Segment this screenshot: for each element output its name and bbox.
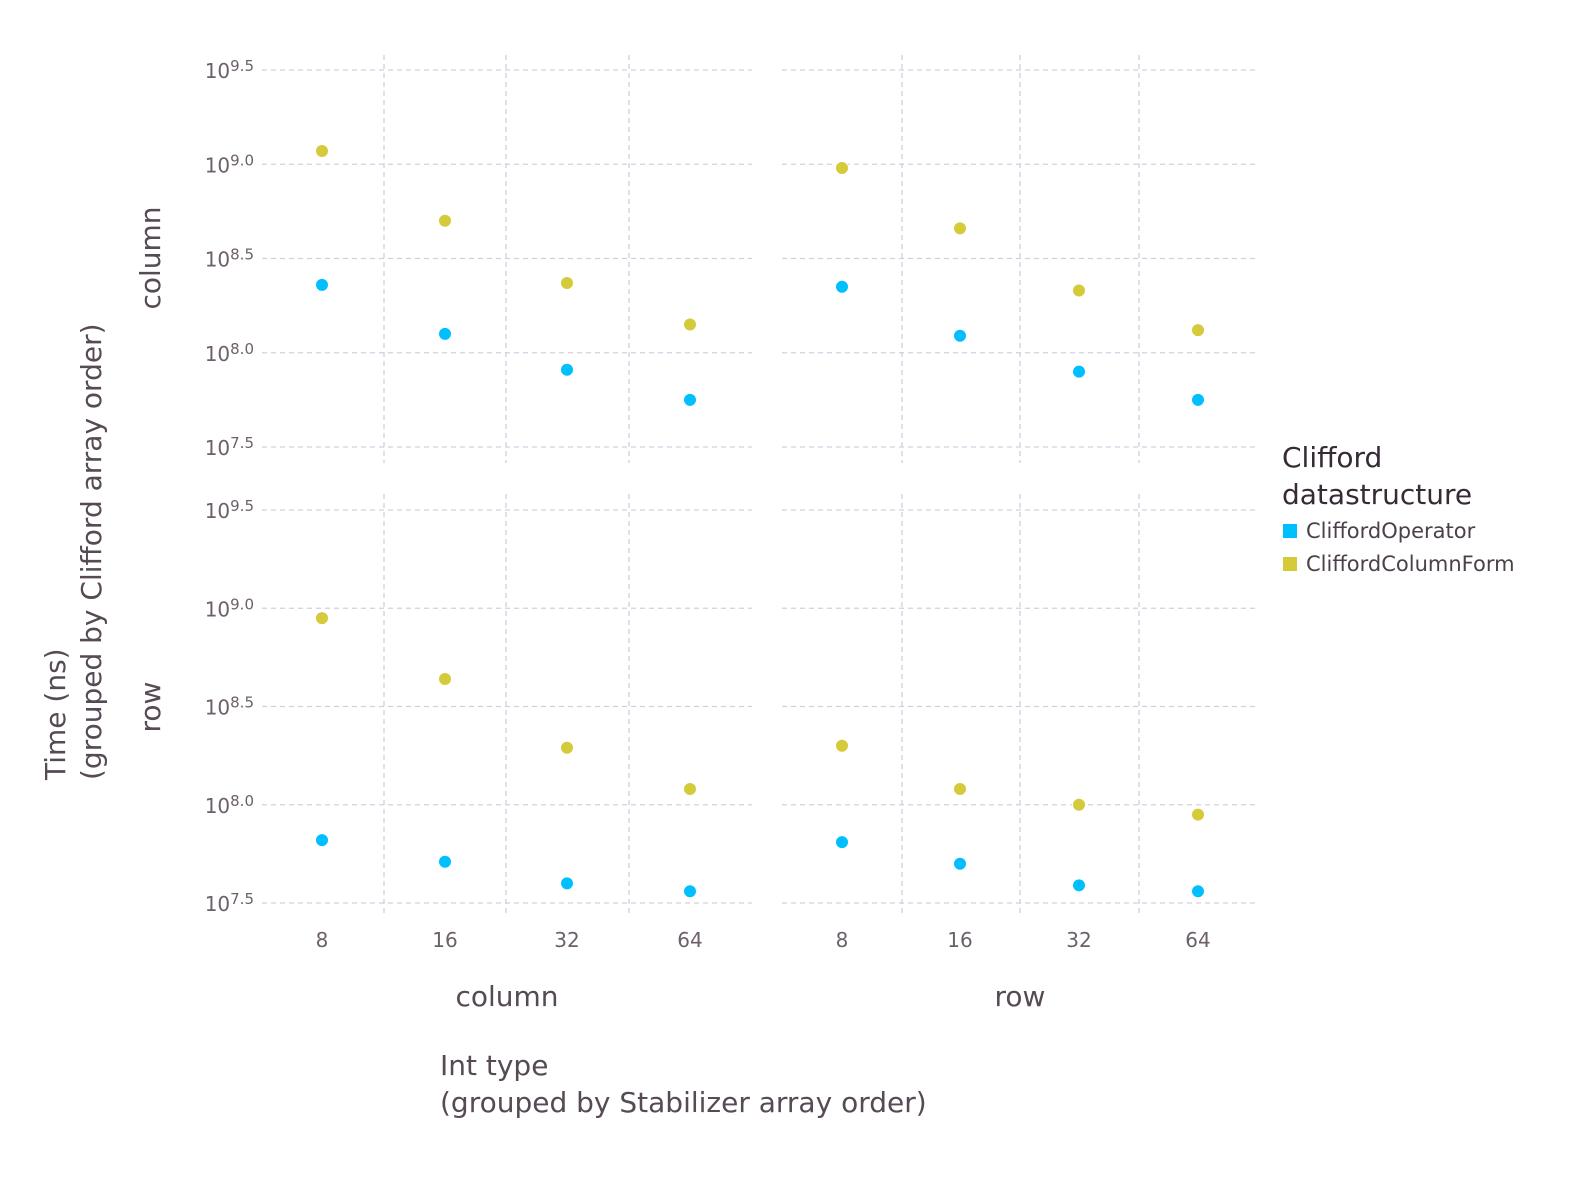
point-cliffordcolumnform-64 — [683, 782, 697, 797]
y-tick-label: 107.5 — [205, 890, 254, 916]
point-cliffordcolumnform-8 — [835, 161, 849, 176]
point-cliffordoperator-16 — [953, 328, 967, 343]
x-tick-label: 64 — [1185, 928, 1210, 952]
point-cliffordoperator-32 — [560, 876, 574, 891]
point-cliffordcolumnform-8 — [835, 738, 849, 753]
column-facet-label-0: column — [455, 980, 558, 1013]
point-cliffordoperator-16 — [953, 856, 967, 871]
x-axis-title-line2: (grouped by Stabilizer array order) — [440, 1086, 927, 1119]
row-facet-label-0: column — [134, 206, 167, 309]
chart-panels: 107.5 108.0 108.5 109.0 109.5 107.5 108.0 108.5… — [205, 55, 1258, 952]
point-cliffordoperator-32 — [1072, 364, 1086, 379]
column-facet-label-1: row — [995, 980, 1046, 1013]
point-cliffordoperator-8 — [315, 277, 329, 292]
x-tick-label: 32 — [554, 928, 579, 952]
legend-swatch-clifford-column-form — [1283, 557, 1297, 571]
y-tick-label: 108.5 — [205, 694, 254, 720]
point-cliffordcolumnform-64 — [1191, 807, 1205, 822]
point-cliffordcolumnform-8 — [315, 144, 329, 159]
panel-grid-r0-c1 — [782, 55, 1258, 463]
panel-grid-r1-c1 — [782, 494, 1258, 917]
x-tick-label: 8 — [836, 928, 849, 952]
y-tick-label: 109.0 — [205, 151, 254, 177]
legend: Clifford datastructure CliffordOperator … — [1282, 441, 1515, 576]
point-cliffordoperator-64 — [683, 392, 697, 407]
point-cliffordoperator-32 — [560, 362, 574, 377]
y-tick-label: 108.0 — [205, 340, 254, 366]
y-tick-label: 108.0 — [205, 792, 254, 818]
point-cliffordcolumnform-8 — [315, 611, 329, 626]
y-tick-label: 108.5 — [205, 246, 254, 272]
y-axis-title-line1: Time (ns) — [39, 648, 72, 781]
x-tick-label: 64 — [677, 928, 702, 952]
y-tick-label: 107.5 — [205, 434, 254, 460]
legend-title-line1: Clifford — [1282, 441, 1382, 474]
point-cliffordcolumnform-64 — [683, 317, 697, 332]
y-axis-title-line2: (grouped by Clifford array order) — [75, 323, 108, 780]
x-tick-label: 32 — [1066, 928, 1091, 952]
point-cliffordoperator-8 — [835, 279, 849, 294]
x-axis-title-line1: Int type — [440, 1049, 548, 1082]
point-cliffordoperator-16 — [438, 326, 452, 341]
point-cliffordoperator-32 — [1072, 878, 1086, 893]
y-tick-label: 109.5 — [205, 57, 254, 83]
point-cliffordcolumnform-16 — [953, 221, 967, 236]
y-tick-label: 109.5 — [205, 497, 254, 523]
point-cliffordoperator-64 — [683, 884, 697, 899]
row-facet-label-1: row — [134, 682, 167, 733]
point-cliffordcolumnform-32 — [1072, 283, 1086, 298]
point-cliffordcolumnform-16 — [953, 782, 967, 797]
point-cliffordoperator-8 — [315, 833, 329, 848]
point-cliffordcolumnform-64 — [1191, 323, 1205, 338]
point-cliffordcolumnform-32 — [560, 276, 574, 291]
point-cliffordcolumnform-32 — [1072, 797, 1086, 812]
x-tick-label: 8 — [316, 928, 329, 952]
x-tick-label: 16 — [947, 928, 972, 952]
panel-grid-r0-c0 — [262, 55, 752, 463]
point-cliffordoperator-64 — [1191, 884, 1205, 899]
legend-label-clifford-column-form: CliffordColumnForm — [1306, 552, 1515, 576]
legend-label-clifford-operator: CliffordOperator — [1306, 519, 1476, 543]
point-cliffordoperator-8 — [835, 835, 849, 850]
point-cliffordoperator-64 — [1191, 392, 1205, 407]
point-cliffordoperator-16 — [438, 854, 452, 869]
legend-swatch-clifford-operator — [1283, 524, 1297, 538]
y-tick-label: 109.0 — [205, 595, 254, 621]
point-cliffordcolumnform-16 — [438, 671, 452, 686]
x-tick-label: 16 — [432, 928, 457, 952]
point-cliffordcolumnform-16 — [438, 213, 452, 228]
panel-grid-r1-c0 — [262, 494, 752, 917]
legend-title-line2: datastructure — [1282, 478, 1472, 511]
point-cliffordcolumnform-32 — [560, 740, 574, 755]
